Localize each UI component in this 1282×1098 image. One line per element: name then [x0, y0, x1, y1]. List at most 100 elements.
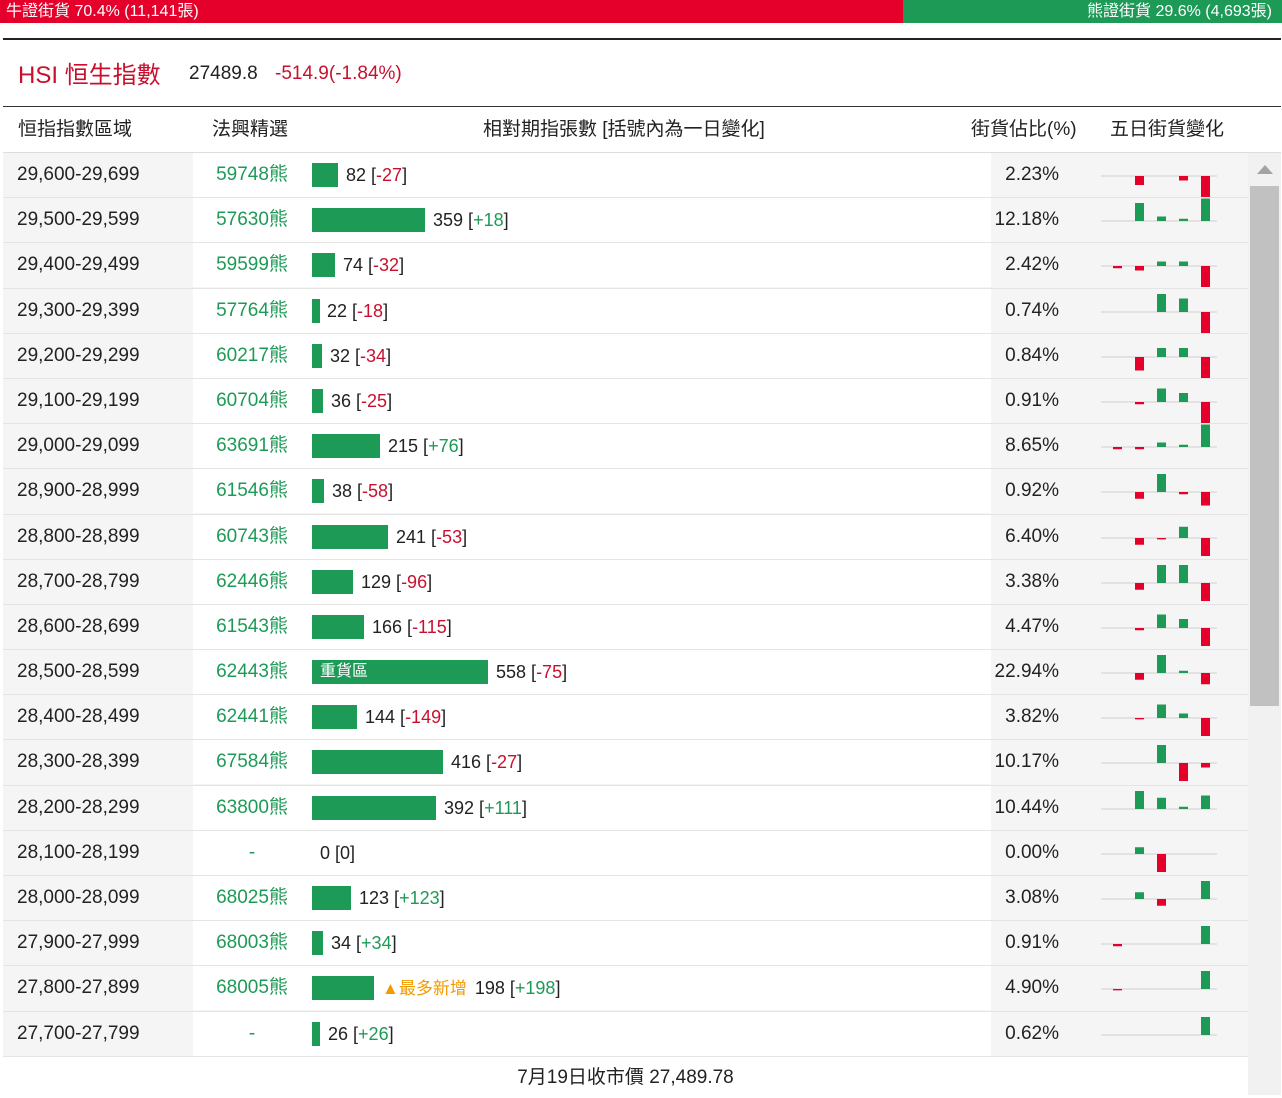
- sparkline-bar: [1157, 564, 1166, 583]
- table-row[interactable]: 29,600-29,699 59748熊 82 [-27] 2.23%: [3, 153, 1248, 199]
- contracts-label: 129 [-96]: [361, 571, 433, 592]
- sparkline-bar: [1179, 492, 1188, 495]
- scroll-up-icon[interactable]: [1257, 165, 1273, 174]
- contracts-cell: 392 [+111]: [311, 785, 991, 830]
- scrollbar[interactable]: [1248, 153, 1281, 1095]
- table-row[interactable]: 28,600-28,699 61543熊 166 [-115] 4.47%: [3, 604, 1248, 651]
- contracts-cell: 129 [-96]: [311, 559, 991, 604]
- warrant-code-link[interactable]: 68005熊: [193, 966, 311, 1011]
- contracts-label: 166 [-115]: [372, 616, 452, 637]
- warrant-code-link[interactable]: 67584熊: [193, 740, 311, 785]
- table-row[interactable]: 28,400-28,499 62441熊 144 [-149] 3.82%: [3, 695, 1248, 741]
- range-cell: 28,400-28,499: [17, 706, 140, 728]
- contracts-value: 241: [396, 526, 427, 547]
- sparkline-bar: [1135, 673, 1144, 680]
- sparkline-bar: [1179, 176, 1188, 181]
- table-row[interactable]: 27,900-27,999 68003熊 34 [+34] 0.91%: [3, 921, 1248, 967]
- sparkline-bar: [1179, 298, 1188, 312]
- table-row[interactable]: 27,700-27,799 -26 [+26] 0.62%: [3, 1011, 1248, 1057]
- bull-outstanding-segment: 牛證街貨 70.4% (11,141張): [0, 0, 903, 23]
- table-row[interactable]: 28,800-28,899 60743熊 241 [-53] 6.40%: [3, 514, 1248, 560]
- sparkline-bar: [1135, 492, 1144, 500]
- range-cell: 28,200-28,299: [17, 796, 140, 818]
- warrant-code-link[interactable]: 68025熊: [193, 876, 311, 920]
- contracts-change: +26: [358, 1023, 389, 1044]
- sparkline-bar: [1135, 537, 1144, 545]
- warrant-code-link[interactable]: 63800熊: [193, 785, 311, 830]
- warrant-code-link: -: [193, 1011, 311, 1056]
- contracts-bar: [312, 569, 353, 594]
- contracts-bar: [312, 976, 374, 1001]
- sparkline-bar: [1135, 718, 1144, 720]
- table-row[interactable]: 29,000-29,099 63691熊 215 [+76] 8.65%: [3, 424, 1248, 470]
- contracts-value: 36: [331, 390, 352, 411]
- max-new-tag: ▲最多新增: [382, 979, 467, 999]
- warrant-code-link[interactable]: 62441熊: [193, 695, 311, 740]
- warrant-code-link[interactable]: 63691熊: [193, 424, 311, 469]
- warrant-code-link[interactable]: 61546熊: [193, 469, 311, 514]
- warrant-code-link[interactable]: 60743熊: [193, 514, 311, 559]
- five-day-sparkline: [1101, 881, 1217, 906]
- share-cell: 10.44%: [994, 796, 1059, 818]
- sparkline-bar: [1201, 881, 1210, 899]
- table-row[interactable]: 27,800-27,899 68005熊 ▲最多新增 198 [+198] 4.90%: [3, 966, 1248, 1012]
- warrant-code-link[interactable]: 59748熊: [193, 153, 311, 197]
- sparkline-bar: [1201, 971, 1210, 990]
- contracts-value: 392: [444, 797, 475, 818]
- sparkline-bar: [1179, 261, 1188, 267]
- warrant-code-link[interactable]: 57764熊: [193, 288, 311, 333]
- sparkline-bar: [1157, 797, 1166, 809]
- warrant-code-link[interactable]: 62446熊: [193, 559, 311, 604]
- contracts-bar: [312, 614, 364, 639]
- sparkline-bar: [1135, 356, 1144, 371]
- share-cell: 4.47%: [1005, 615, 1059, 637]
- contracts-change: +111: [484, 797, 522, 818]
- warrant-code-link[interactable]: 60704熊: [193, 378, 311, 423]
- sparkline-bar: [1201, 537, 1210, 556]
- table-row[interactable]: 29,500-29,599 57630熊 359 [+18] 12.18%: [3, 198, 1248, 244]
- table-row[interactable]: 29,400-29,499 59599熊 74 [-32] 2.42%: [3, 243, 1248, 289]
- five-day-sparkline: [1101, 261, 1217, 288]
- contracts-bar: [312, 388, 323, 413]
- closing-price-footer: 7月19日收市價 27,489.78: [3, 1058, 1248, 1098]
- five-day-sparkline: [1101, 847, 1217, 872]
- table-row[interactable]: 29,200-29,299 60217熊 32 [-34] 0.84%: [3, 333, 1248, 379]
- contracts-bar: [312, 298, 320, 323]
- sparkline-bar: [1201, 311, 1210, 333]
- table-row[interactable]: 28,300-28,399 67584熊 416 [-27] 10.17%: [3, 740, 1248, 786]
- sparkline-bar: [1135, 401, 1144, 405]
- table-row[interactable]: 28,700-28,799 62446熊 129 [-96] 3.38%: [3, 559, 1248, 605]
- sparkline-bar: [1157, 347, 1166, 357]
- sparkline-bar: [1135, 266, 1144, 271]
- sparkline-bar: [1157, 899, 1166, 906]
- warrant-code-link[interactable]: 62443熊: [193, 650, 311, 695]
- table-row[interactable]: 28,900-28,999 61546熊 38 [-58] 0.92%: [3, 469, 1248, 515]
- table-row[interactable]: 29,300-29,399 57764熊 22 [-18] 0.74%: [3, 288, 1248, 334]
- warrant-code-link: -: [193, 830, 311, 875]
- warrant-code-link[interactable]: 60217熊: [193, 333, 311, 378]
- table-row[interactable]: 28,100-28,199 -0 [0] 0.00%: [3, 830, 1248, 876]
- table-row[interactable]: 28,200-28,299 63800熊 392 [+111] 10.44%: [3, 785, 1248, 831]
- contracts-change: -32: [373, 255, 400, 276]
- warrant-code-link[interactable]: 57630熊: [193, 198, 311, 243]
- sparkline-bar: [1157, 853, 1166, 872]
- scrollbar-thumb[interactable]: [1250, 186, 1279, 706]
- contracts-value: 22: [327, 300, 348, 321]
- table-row[interactable]: 29,100-29,199 60704熊 36 [-25] 0.91%: [3, 378, 1248, 425]
- warrant-code-link[interactable]: 59599熊: [193, 243, 311, 288]
- share-cell: 0.91%: [1005, 389, 1059, 411]
- five-day-sparkline: [1101, 564, 1217, 601]
- range-cell: 29,400-29,499: [17, 254, 140, 276]
- warrant-code-link[interactable]: 61543熊: [193, 604, 311, 649]
- sparkline-bar: [1157, 704, 1166, 719]
- range-cell: 27,700-27,799: [17, 1022, 140, 1044]
- contracts-label: 82 [-27]: [346, 165, 408, 185]
- table-row[interactable]: 28,000-28,099 68025熊 123 [+123] 3.08%: [3, 876, 1248, 922]
- warrant-code-link[interactable]: 68003熊: [193, 921, 311, 966]
- contracts-bar: [312, 163, 338, 187]
- range-cell: 28,900-28,999: [17, 480, 140, 502]
- table-row[interactable]: 28,500-28,599 62443熊 重貨區 558 [-75] 22.94%: [3, 650, 1248, 696]
- contracts-bar: [312, 1021, 320, 1046]
- sparkline-bar: [1179, 526, 1188, 538]
- contracts-label: 241 [-53]: [396, 526, 468, 547]
